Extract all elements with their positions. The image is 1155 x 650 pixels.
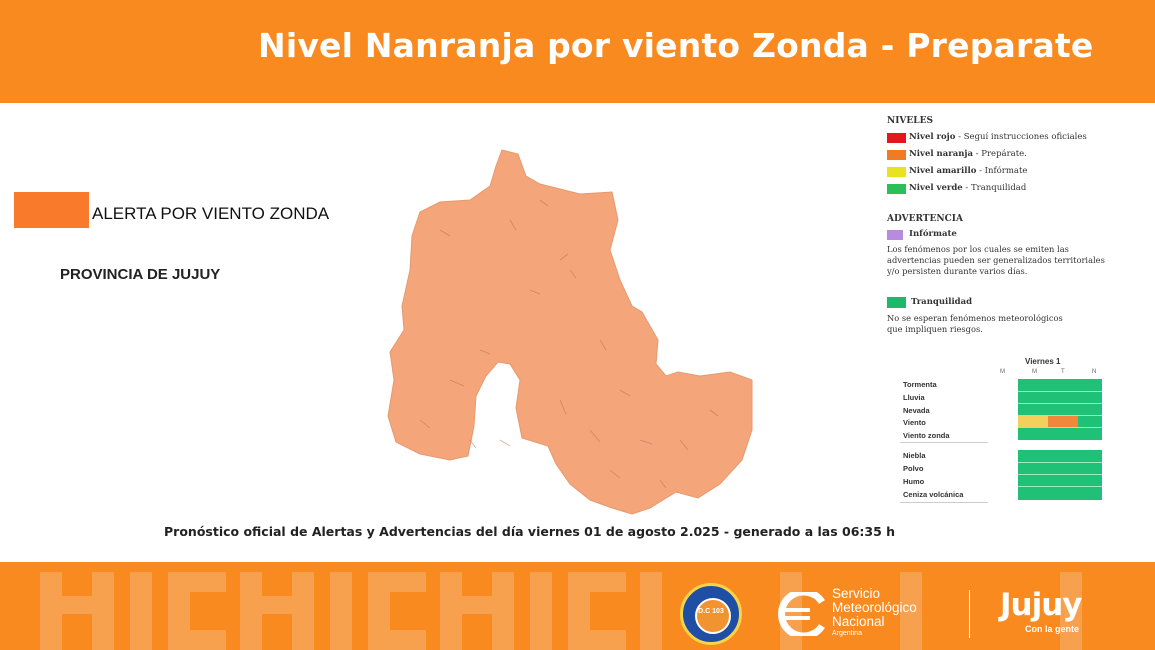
informate-text: Los fenómenos por los cuales se emiten l… — [887, 244, 1105, 276]
footer-band: D.C 103 Servicio Meteorológico Nacional … — [0, 562, 1155, 650]
forecast-grid-bottom — [1018, 450, 1102, 500]
forecast-day: Viernes 1 — [1025, 357, 1061, 366]
footer-divider — [969, 590, 970, 638]
red-swatch — [887, 133, 906, 143]
levels-title: NIVELES — [887, 116, 933, 126]
row-label: Tormenta — [903, 380, 937, 389]
row-label: Nevada — [903, 406, 930, 415]
alert-label: ALERTA POR VIENTO ZONDA — [92, 204, 330, 223]
viento-orange-cell — [1048, 416, 1078, 427]
page-title: Nivel Nanranja por viento Zonda - Prepar… — [258, 26, 1094, 65]
jujuy-logo: Jujuy — [1000, 587, 1083, 623]
level-name: Nivel naranja — [909, 149, 973, 159]
smn-name: Servicio Meteorológico Nacional — [832, 587, 917, 629]
row-label: Lluvia — [903, 393, 925, 402]
forecast-note: Pronóstico oficial de Alertas y Adverten… — [164, 524, 896, 539]
col-header: N — [1092, 369, 1097, 375]
purple-swatch — [887, 230, 903, 240]
col-header: T — [1061, 369, 1065, 375]
smn-country: Argentina — [832, 630, 862, 637]
level-name: Nivel amarillo — [909, 166, 977, 176]
jujuy-tagline: Con la gente — [1025, 624, 1080, 634]
defensa-civil-logo: D.C 103 — [680, 583, 742, 645]
level-name: Nivel rojo — [909, 132, 956, 142]
terrain-texture — [419, 199, 719, 489]
row-label: Viento zonda — [903, 431, 950, 440]
col-header: M — [1032, 369, 1037, 375]
smn-logo-icon — [778, 592, 825, 636]
yellow-swatch — [887, 167, 906, 177]
row-label: Humo — [903, 477, 925, 486]
row-label: Niebla — [903, 451, 926, 460]
footer-pattern — [40, 572, 1082, 650]
informate-label: Infórmate — [909, 229, 957, 239]
viento-yellow-cell — [1018, 416, 1048, 427]
green-adv-swatch — [887, 297, 906, 308]
jujuy-province-map — [387, 149, 753, 515]
level-desc: - Infórmate — [976, 166, 1028, 176]
alert-color-swatch — [14, 192, 89, 228]
tranquilidad-text: No se esperan fenómenos meteorológicos q… — [887, 313, 1063, 334]
province-shape — [387, 149, 753, 515]
forecast-grid-top — [1018, 379, 1102, 440]
level-desc: - Seguí instrucciones oficiales — [955, 132, 1087, 142]
tranquilidad-label: Tranquilidad — [911, 297, 973, 307]
col-header: M — [1000, 369, 1005, 375]
advertencia-title: ADVERTENCIA — [887, 214, 963, 224]
smn-line: Nacional — [832, 614, 885, 629]
smn-line: Servicio — [832, 586, 881, 601]
level-name: Nivel verde — [909, 183, 963, 193]
orange-swatch — [887, 150, 906, 160]
province-label: PROVINCIA DE JUJUY — [60, 266, 221, 283]
row-label: Polvo — [903, 464, 924, 473]
level-desc: - Tranquilidad — [962, 183, 1027, 193]
header-banner: Nivel Nanranja por viento Zonda - Prepar… — [0, 0, 1155, 103]
dc-label: D.C 103 — [698, 608, 724, 615]
smn-line: Meteorológico — [832, 600, 917, 615]
level-desc: - Prepárate. — [972, 149, 1027, 159]
forecast-table: Viernes 1 M M T N Tormenta Lluvia Nevada… — [900, 355, 1105, 505]
green-swatch — [887, 184, 906, 194]
row-label: Ceniza volcánica — [903, 490, 964, 499]
row-label: Viento — [903, 418, 926, 427]
